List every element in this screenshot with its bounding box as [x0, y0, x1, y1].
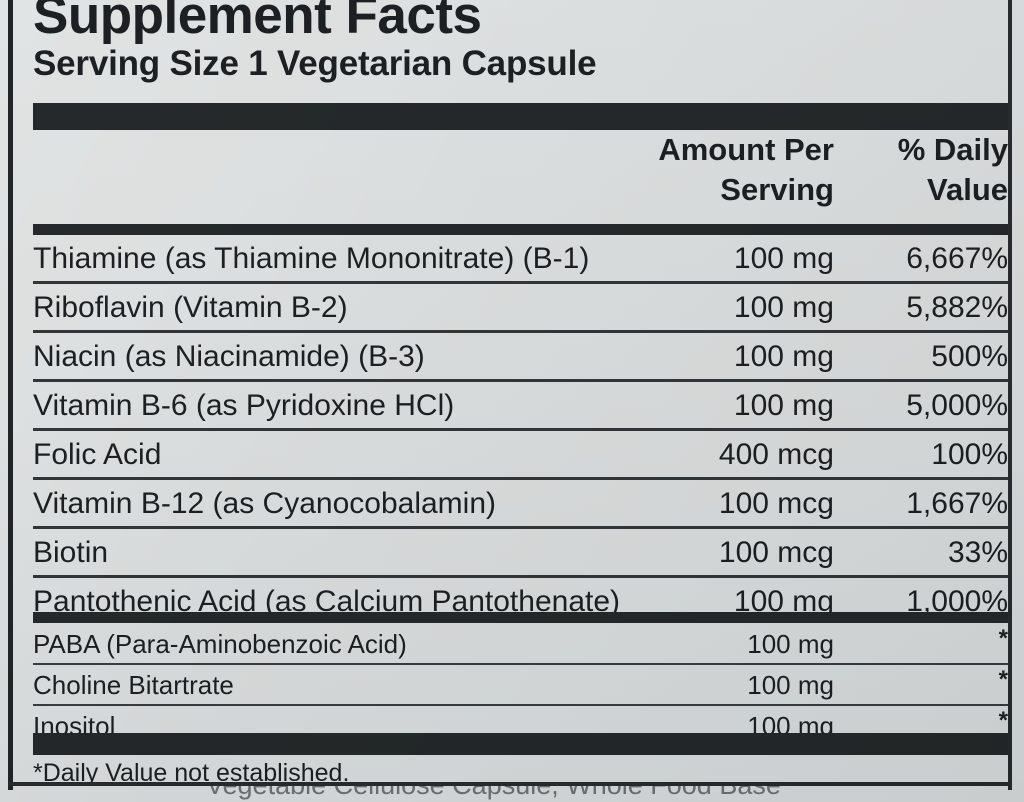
table-row: Niacin (as Niacinamide) (B-3) 100 mg 500%	[33, 334, 1008, 380]
nutrient-daily-value: 1,667%	[906, 487, 1008, 520]
daily-value-not-established-marker: *	[998, 707, 1008, 734]
table-row: Folic Acid 400 mcg 100%	[33, 432, 1008, 478]
rule-title-bottom	[33, 103, 1008, 130]
nutrient-amount: 100 mcg	[718, 536, 834, 569]
nutrient-name: Vitamin B-6 (as Pyridoxine HCl)	[33, 389, 455, 422]
column-header-daily-value: % Daily Value	[838, 130, 1008, 209]
nutrient-daily-value: 5,882%	[906, 291, 1008, 324]
label-frame: Supplement Facts Serving Size 1 Vegetari…	[8, 0, 1012, 790]
nutrient-daily-value: 33%	[947, 536, 1008, 569]
table-row: Riboflavin (Vitamin B-2) 100 mg 5,882%	[33, 285, 1008, 331]
nutrient-name: Choline Bitartrate	[33, 670, 234, 700]
nutrient-name: Biotin	[33, 536, 109, 569]
nutrient-daily-value: 500%	[931, 340, 1008, 373]
nutrient-amount: 100 mcg	[718, 487, 834, 520]
nutrient-daily-value: 5,000%	[906, 389, 1008, 422]
column-header-amount-per-serving: Amount Per Serving	[514, 130, 834, 209]
row-separator	[33, 526, 1008, 529]
column-header-dv-line-1: % Daily	[897, 132, 1008, 167]
table-row: Thiamine (as Thiamine Mononitrate) (B-1)…	[33, 236, 1008, 282]
row-separator	[33, 330, 1008, 333]
row-separator	[33, 379, 1008, 382]
nutrient-daily-value: 6,667%	[906, 242, 1008, 275]
column-header-amount-line-1: Amount Per	[658, 132, 834, 167]
rule-columns-bottom	[33, 224, 1008, 235]
ingredients-cutoff-text: Vegetable Cellulose Capsule, Whole Food …	[206, 786, 781, 801]
ingredients-cutoff-strip: Vegetable Cellulose Capsule, Whole Food …	[0, 786, 1024, 802]
panel-title: Supplement Facts	[33, 0, 482, 45]
nutrient-name: Vitamin B-12 (as Cyanocobalamin)	[33, 487, 496, 520]
nutrient-name: Niacin (as Niacinamide) (B-3)	[33, 340, 425, 373]
nutrient-amount: 100 mg	[733, 389, 834, 422]
nutrient-name: Riboflavin (Vitamin B-2)	[33, 291, 348, 324]
nutrient-name: PABA (Para-Aminobenzoic Acid)	[33, 629, 407, 659]
row-separator	[33, 428, 1008, 431]
table-row: Vitamin B-12 (as Cyanocobalamin) 100 mcg 1…	[33, 481, 1008, 527]
nutrient-amount: 100 mg	[733, 340, 834, 373]
label-inner: Supplement Facts Serving Size 1 Vegetari…	[33, 0, 1008, 790]
serving-size: Serving Size 1 Vegetarian Capsule	[33, 44, 597, 83]
row-separator	[33, 575, 1008, 578]
nutrient-name: Folic Acid	[33, 438, 162, 471]
nutrient-amount: 400 mcg	[718, 438, 834, 471]
nutrient-amount: 100 mg	[747, 670, 834, 700]
nutrient-amount: 100 mg	[733, 242, 834, 275]
nutrient-daily-value: 100%	[931, 438, 1008, 471]
row-separator	[33, 281, 1008, 284]
row-separator	[33, 477, 1008, 480]
table-row: Vitamin B-6 (as Pyridoxine HCl) 100 mg 5,0…	[33, 383, 1008, 429]
table-row: Choline Bitartrate 100 mg *	[33, 665, 1008, 705]
nutrient-amount: 100 mg	[733, 291, 834, 324]
column-header-amount-line-2: Serving	[720, 171, 834, 207]
table-row: PABA (Para-Aminobenzoic Acid) 100 mg *	[33, 624, 1008, 664]
table-row: Biotin 100 mcg 33%	[33, 530, 1008, 576]
daily-value-not-established-marker: *	[998, 625, 1008, 652]
daily-value-not-established-marker: *	[998, 666, 1008, 693]
rule-footnote-top	[33, 733, 1008, 755]
rule-unestablished-top	[33, 612, 1008, 623]
column-header-dv-line-2: Value	[927, 171, 1008, 207]
nutrient-amount: 100 mg	[747, 629, 834, 659]
